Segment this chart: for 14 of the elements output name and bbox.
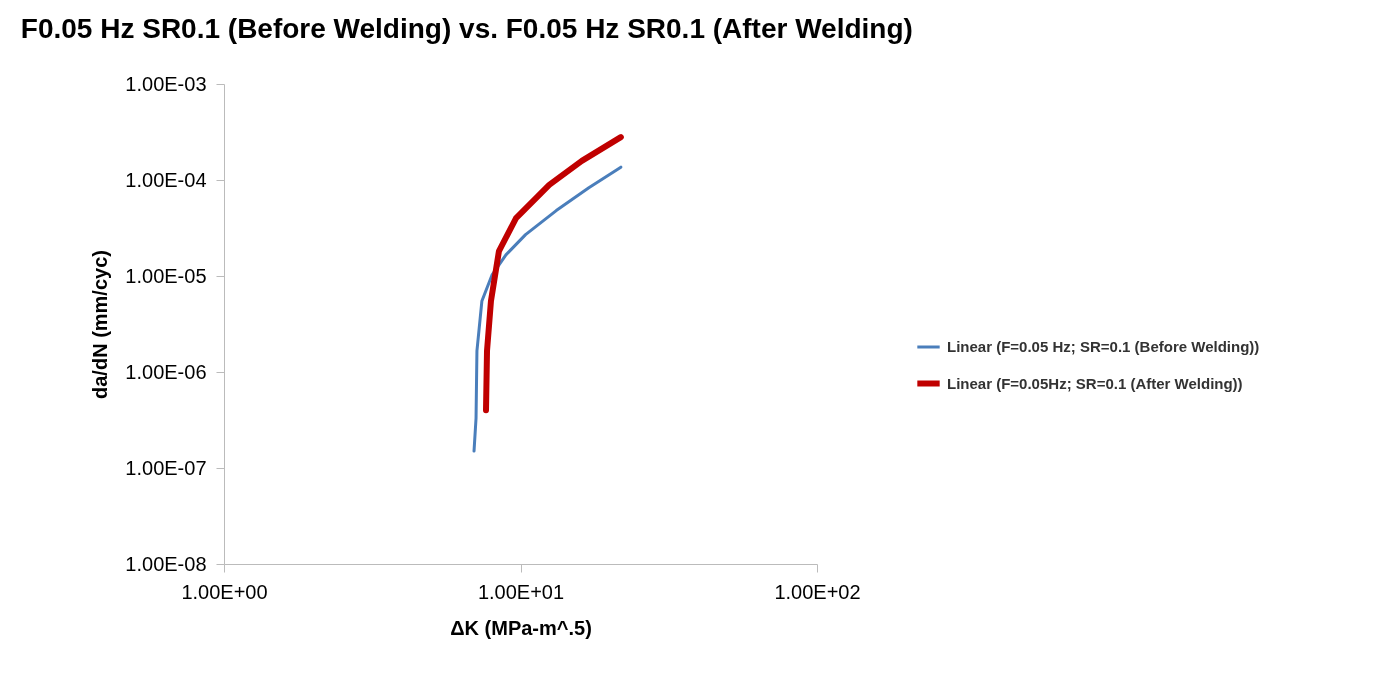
y-tick-label: 1.00E-07 [125, 456, 207, 479]
x-axis-title: ΔK (MPa-m^.5) [450, 616, 592, 639]
y-tick-label: 1.00E-06 [125, 360, 207, 383]
y-tick-label: 1.00E-08 [125, 552, 207, 575]
chart-title: F0.05 Hz SR0.1 (Before Welding) vs. F0.05 Hz SR0.1 (After Welding) [20, 13, 913, 44]
x-tick-label: 1.00E+02 [774, 580, 861, 603]
y-tick-label: 1.00E-03 [125, 72, 207, 95]
y-tick-label: 1.00E-04 [125, 168, 207, 191]
y-tick-label: 1.00E-05 [125, 264, 207, 287]
x-tick-label: 1.00E+00 [181, 580, 268, 603]
y-axis-title: da/dN (mm/cyc) [89, 250, 112, 399]
x-tick-label: 1.00E+01 [477, 580, 565, 603]
legend-label: Linear (F=0.05 Hz; SR=0.1 (Before Welding)) [947, 338, 1260, 355]
legend-label: Linear (F=0.05Hz; SR=0.1 (After Welding)) [947, 374, 1243, 392]
